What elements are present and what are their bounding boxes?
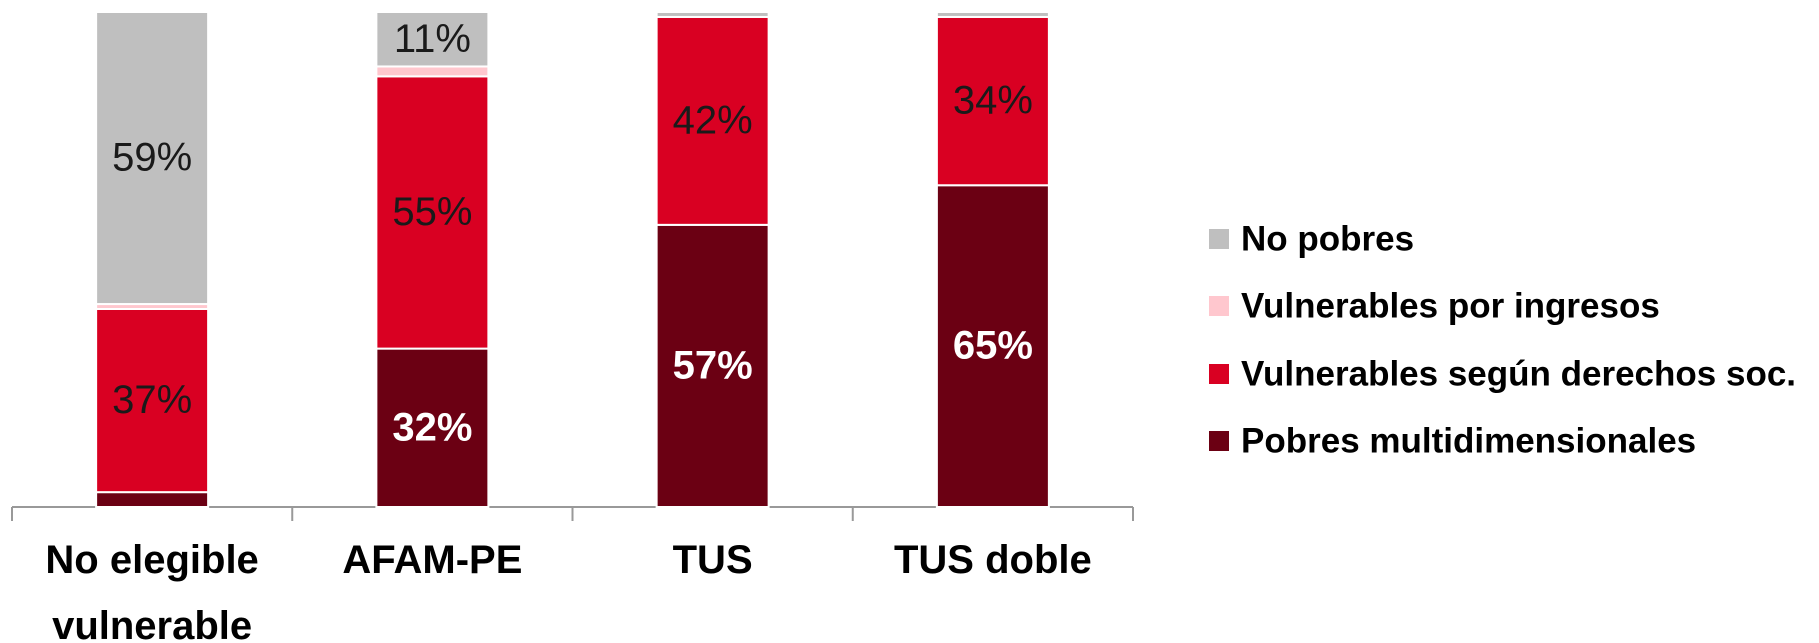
data-label: 32% [392, 405, 472, 449]
bar-segment [375, 11, 490, 68]
data-label: 34% [953, 79, 1033, 123]
bar-segment [655, 11, 770, 18]
data-label: 65% [953, 324, 1033, 368]
x-tick-label: TUS [672, 538, 753, 582]
x-tick-label: No elegible vulnerable [45, 538, 259, 643]
legend-label: Vulnerables según derechos soc. [1241, 354, 1796, 393]
data-label: 59% [112, 136, 192, 180]
data-label: 37% [112, 378, 192, 422]
bar-segment [95, 491, 210, 508]
x-tick-label: TUS doble [893, 538, 1092, 582]
data-label: 42% [673, 98, 753, 142]
bar-segment [655, 223, 770, 508]
bar-segment [375, 347, 490, 508]
legend-swatch [1209, 229, 1229, 249]
bar-segment [935, 15, 1050, 187]
bar-segment [935, 184, 1050, 508]
legend-swatch [1209, 431, 1229, 451]
legend-swatch [1209, 364, 1229, 384]
data-label: 57% [673, 343, 753, 387]
data-label: 55% [392, 190, 472, 234]
legend-label: No pobres [1241, 219, 1414, 258]
legend-swatch [1209, 296, 1229, 316]
x-tick-label: AFAM-PE [342, 538, 523, 582]
bar-segment [95, 11, 210, 306]
legend-label: Vulnerables por ingresos [1241, 286, 1660, 325]
legend-label: Pobres multidimensionales [1241, 421, 1696, 460]
data-label: 11% [394, 17, 471, 61]
bar-segment [95, 308, 210, 494]
bar-segment [375, 65, 490, 78]
bar-segment [935, 11, 1050, 18]
